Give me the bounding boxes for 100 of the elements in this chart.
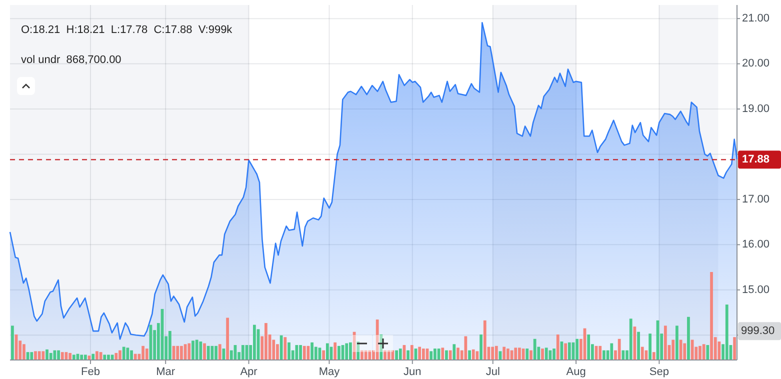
bar — [448, 350, 452, 360]
bar — [206, 346, 210, 360]
bar — [276, 344, 279, 360]
bar — [84, 354, 87, 360]
bar — [687, 316, 690, 360]
bar — [698, 346, 702, 360]
bar — [380, 334, 383, 360]
bar — [733, 337, 736, 360]
bar — [210, 346, 214, 360]
bar — [652, 352, 656, 360]
bar — [464, 336, 468, 360]
bar — [295, 345, 298, 360]
bar — [602, 350, 606, 360]
bar — [514, 348, 518, 360]
bar — [622, 350, 625, 360]
x-tick-label: May — [318, 366, 340, 378]
bar — [188, 343, 191, 360]
bar — [395, 350, 398, 360]
bar — [118, 350, 122, 360]
bar — [34, 351, 37, 360]
bar — [526, 348, 529, 360]
bar — [676, 326, 678, 360]
bar — [452, 344, 456, 360]
bar — [491, 346, 494, 360]
bar — [30, 352, 34, 360]
bar — [130, 350, 133, 360]
bar — [337, 346, 340, 360]
bar — [180, 346, 183, 360]
annotation: O:18.21 H:18.21 L:17.78 C:17.88 V:999k — [21, 24, 233, 36]
bar — [376, 320, 379, 360]
y-tick-label: 20.00 — [742, 58, 770, 70]
bar — [702, 344, 706, 360]
bar — [445, 350, 448, 360]
bar — [548, 350, 552, 360]
ref-line-label: 17.88 — [742, 154, 770, 166]
bar — [544, 348, 548, 360]
bar — [199, 342, 202, 360]
bar — [114, 352, 118, 360]
bar — [384, 350, 386, 360]
bar — [280, 335, 283, 360]
bar — [725, 304, 728, 360]
bar — [334, 342, 337, 360]
bar — [195, 340, 198, 360]
bar — [368, 350, 372, 360]
bar — [364, 350, 368, 360]
bar — [288, 342, 290, 360]
bar — [92, 354, 95, 360]
bar — [57, 350, 60, 360]
bar — [494, 346, 498, 360]
bar — [456, 348, 460, 360]
bar — [302, 346, 306, 360]
bar — [441, 348, 444, 360]
bar — [214, 346, 218, 360]
bar — [422, 348, 425, 360]
bar — [360, 350, 364, 360]
bar — [480, 334, 482, 360]
x-tick-label: Aug — [566, 366, 586, 378]
bar — [598, 346, 602, 360]
bar — [533, 338, 536, 360]
bar — [398, 348, 402, 360]
bar — [122, 346, 126, 360]
bar — [430, 351, 433, 360]
bar — [252, 324, 256, 360]
bar — [629, 318, 632, 360]
bar — [552, 348, 556, 360]
x-tick-label: Jun — [404, 366, 422, 378]
bar — [103, 354, 106, 360]
text: 999.30 — [741, 325, 775, 338]
bar — [618, 338, 621, 360]
bar — [610, 343, 614, 360]
bar — [587, 334, 590, 360]
bar — [314, 346, 318, 360]
bar — [637, 332, 640, 360]
bar — [483, 320, 486, 360]
bar — [46, 349, 48, 360]
bar — [706, 345, 710, 360]
bar — [203, 343, 206, 360]
bar — [11, 326, 14, 360]
x-tick-label: Sep — [649, 366, 669, 378]
x-tick-label: Jul — [486, 366, 500, 378]
bar — [322, 350, 326, 360]
bar — [472, 349, 475, 360]
bar — [96, 351, 98, 360]
bar — [410, 345, 414, 360]
bar — [648, 334, 652, 360]
bar — [310, 342, 314, 360]
x-tick-label: Mar — [156, 366, 176, 378]
bar — [672, 340, 675, 360]
bar — [541, 348, 544, 360]
bar — [326, 343, 329, 360]
bar — [664, 326, 667, 360]
bar — [126, 348, 130, 360]
bar — [264, 323, 268, 360]
bar — [80, 354, 84, 360]
bar — [142, 346, 144, 360]
bar — [176, 346, 180, 360]
bar — [556, 334, 560, 360]
bar — [241, 345, 244, 360]
bar — [710, 272, 713, 360]
annotation: vol undr 868,700.00 — [21, 54, 122, 66]
